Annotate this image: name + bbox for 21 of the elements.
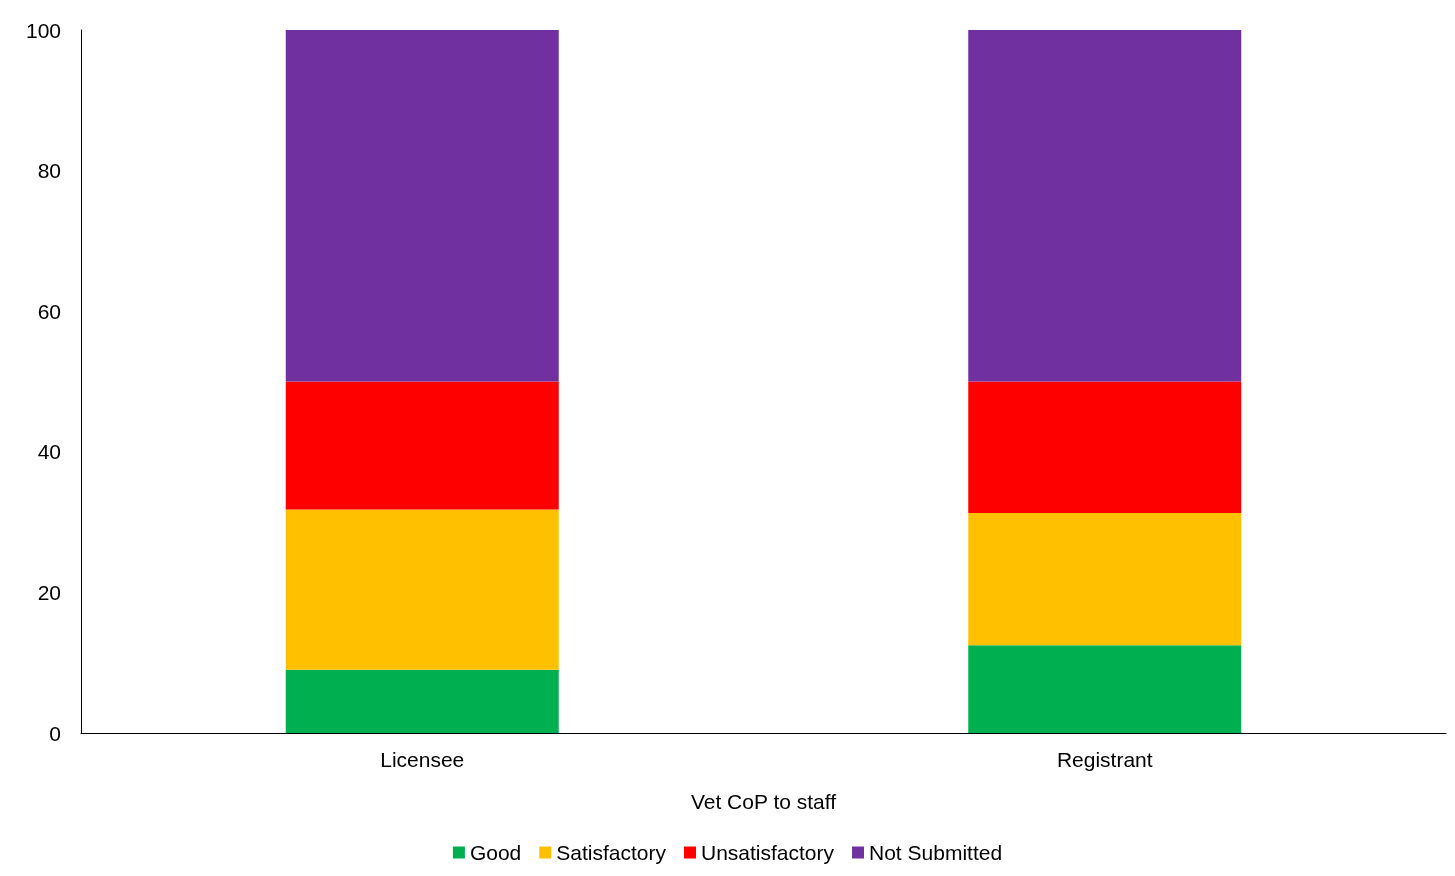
- y-tick-label: 20: [37, 580, 61, 604]
- bar: [285, 30, 559, 382]
- legend-label: Satisfactory: [556, 841, 667, 864]
- bar: [285, 381, 559, 510]
- legend-label: Unsatisfactory: [700, 841, 835, 864]
- bar: [968, 381, 1242, 513]
- bar: [968, 30, 1242, 382]
- x-axis-title: Vet CoP to staff: [690, 790, 837, 813]
- bar: [968, 512, 1242, 646]
- bar: [968, 645, 1242, 733]
- y-tick-label: 80: [37, 159, 61, 183]
- x-tick-label: Licensee: [380, 748, 465, 771]
- x-tick-label: Registrant: [1056, 748, 1153, 771]
- bar: [285, 669, 559, 733]
- bar: [285, 509, 559, 670]
- legend-label: Not Submitted: [869, 841, 1003, 864]
- y-tick-label: 0: [49, 721, 61, 745]
- legend-label: Good: [469, 841, 522, 864]
- y-tick-label: 60: [37, 299, 61, 323]
- y-tick-label: 100: [25, 18, 61, 42]
- y-tick-label: 40: [37, 440, 61, 464]
